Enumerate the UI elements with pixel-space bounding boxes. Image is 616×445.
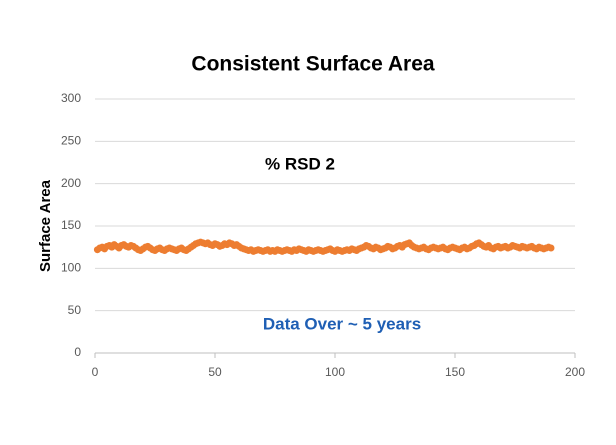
y-tick-label: 250 [61, 134, 81, 148]
y-tick-label: 50 [68, 303, 82, 317]
y-tick-label: 200 [61, 176, 81, 190]
y-tick-label: 150 [61, 218, 81, 232]
data-point [547, 244, 555, 252]
x-tick-label: 0 [92, 365, 99, 379]
x-tick-label: 200 [565, 365, 585, 379]
y-axis-label: Surface Area [37, 179, 54, 272]
x-tick-label: 150 [445, 365, 465, 379]
y-tick-label: 100 [61, 261, 81, 275]
annotation: Data Over ~ 5 years [263, 314, 421, 333]
chart-title: Consistent Surface Area [191, 53, 434, 76]
x-tick-label: 50 [208, 365, 222, 379]
y-tick-label: 0 [74, 345, 81, 359]
y-tick-label: 300 [61, 91, 81, 105]
x-tick-label: 100 [325, 365, 345, 379]
annotation: % RSD 2 [265, 154, 335, 173]
